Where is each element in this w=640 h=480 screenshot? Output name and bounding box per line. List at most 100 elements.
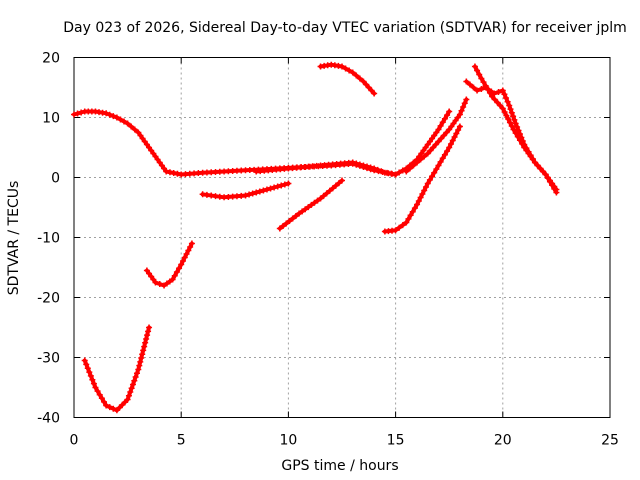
data-point [424,180,431,187]
data-point [127,389,134,395]
data-point [505,116,512,122]
data-point [335,180,342,187]
x-tick-label: 0 [70,433,79,449]
data-point [103,110,110,117]
data-point [138,355,145,362]
data-point [478,86,485,92]
data-point [339,177,345,184]
data-point [106,111,113,118]
data-point [495,89,502,95]
data-point [323,190,330,197]
data-point [302,206,309,213]
data-point [409,208,416,215]
data-point [349,69,356,76]
series-arc12 [471,63,560,196]
data-point [145,328,152,335]
x-tick-label: 20 [494,433,512,449]
data-point [263,186,270,193]
data-point [280,223,287,229]
data-point [92,384,99,391]
data-point [139,351,146,358]
data-point [137,358,144,365]
y-tick-label: -20 [37,291,60,307]
data-point [429,173,436,180]
data-point [179,258,186,264]
data-point [135,366,142,373]
data-point [378,168,385,175]
data-point [403,168,410,175]
data-point [453,130,460,137]
y-tick-label: -40 [37,411,60,427]
data-point [396,169,403,176]
data-point [140,347,147,354]
data-marks [71,61,560,414]
data-point [371,165,378,172]
data-point [188,240,195,247]
data-point [349,159,356,166]
data-point [435,162,442,169]
data-point [449,137,456,144]
data-point [286,218,293,224]
data-point [246,191,253,198]
data-point [435,126,442,133]
y-tick-label: -30 [37,351,60,367]
x-tick-label: 10 [279,433,297,449]
data-point [406,165,413,172]
data-point [136,362,143,369]
y-axis-label: SDTVAR / TECUs [6,181,22,296]
axis-ticks [73,57,611,418]
data-point [414,159,421,166]
series-arc5 [276,177,345,232]
data-point [113,114,120,121]
series-arc3 [143,240,195,289]
data-point [512,130,519,137]
data-point [314,197,321,204]
data-point [342,65,349,72]
data-point [260,187,267,194]
data-point [311,199,318,206]
data-point [256,188,263,195]
data-point [511,116,518,123]
data-point [446,108,453,115]
data-point [117,116,124,123]
data-point [84,365,91,372]
data-point [510,126,517,133]
data-point [480,79,487,86]
data-point [173,269,180,275]
data-point [110,113,117,120]
y-tick-label: -10 [37,231,60,247]
data-point [296,210,303,217]
data-point [267,185,274,192]
data-point [274,183,281,190]
data-point [407,212,414,219]
data-point [110,405,117,412]
y-tick-label: 0 [51,171,60,187]
data-point [133,370,140,377]
data-point [317,195,324,202]
data-point [484,86,491,93]
data-point [476,71,483,78]
data-point [499,87,506,94]
data-point [89,376,96,383]
data-point [451,134,458,140]
data-point [281,181,288,188]
data-point [81,357,88,364]
data-point [128,123,135,130]
data-point [456,123,463,130]
x-tick-labels: 0 5 10 15 20 25 [70,433,619,449]
data-point [353,72,360,79]
data-point [470,84,477,91]
data-point [501,109,508,115]
data-point [437,158,444,165]
data-point [106,404,113,411]
data-point [320,192,327,199]
data-point [143,335,150,342]
data-point [124,396,131,403]
data-point [146,324,153,331]
data-point [142,339,149,346]
data-point [360,162,367,169]
data-point [426,176,433,183]
data-point [444,148,451,155]
data-point [396,224,403,231]
data-point [131,377,138,384]
